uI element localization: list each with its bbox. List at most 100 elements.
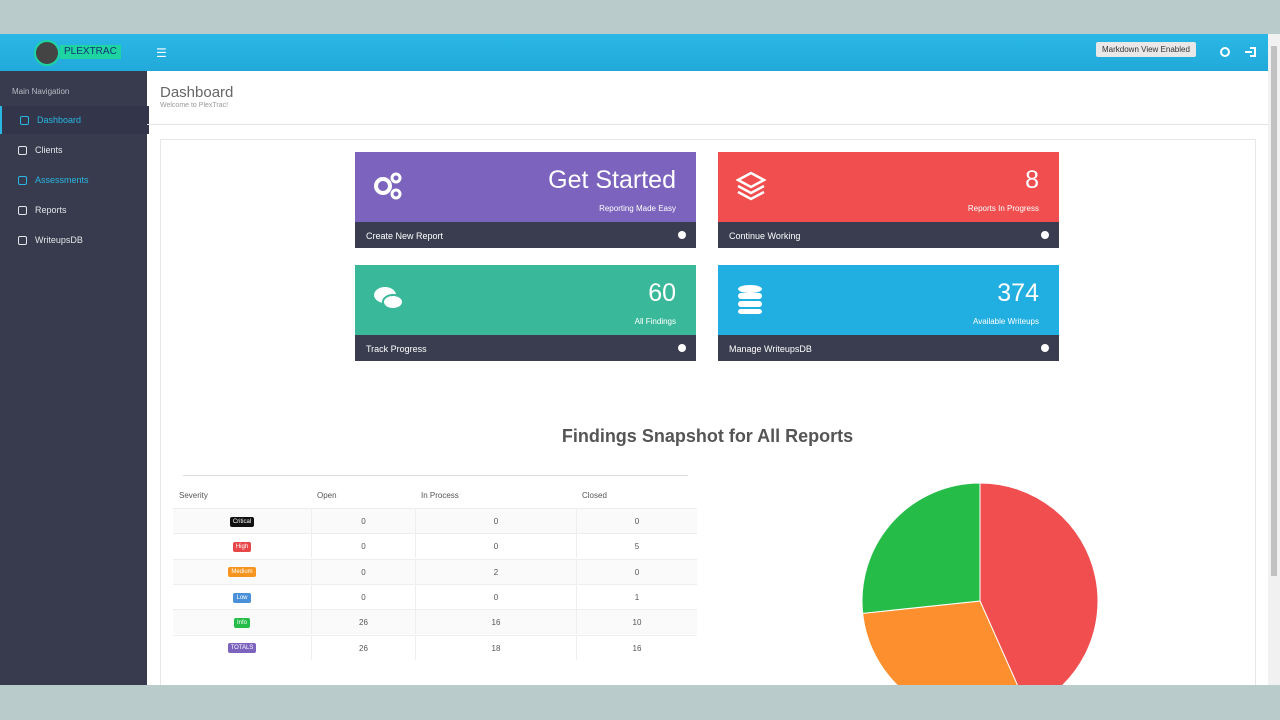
card-arrow — [678, 344, 686, 352]
menu-toggle[interactable]: ☰ — [156, 46, 167, 60]
card-action[interactable]: Track Progress — [355, 335, 696, 361]
card-arrow — [1041, 231, 1049, 239]
table-rule — [183, 475, 688, 476]
nav-icon — [18, 146, 27, 155]
count-cell: 1 — [576, 583, 697, 609]
settings-icon[interactable] — [1220, 47, 1230, 57]
logout-icon[interactable] — [1245, 47, 1256, 57]
card-action[interactable]: Manage WriteupsDB — [718, 335, 1059, 361]
count-cell: 16 — [576, 634, 697, 660]
severity-cell: Critical — [173, 508, 311, 533]
count-cell: 18 — [415, 634, 576, 660]
count-cell: 0 — [311, 508, 415, 533]
card-label: Available Writeups — [973, 317, 1039, 326]
nav-label: Reports — [35, 205, 67, 215]
divider — [147, 124, 1268, 125]
nav-icon — [18, 176, 27, 185]
nav-label: WriteupsDB — [35, 235, 83, 245]
severity-badge: Medium — [228, 567, 256, 578]
severity-cell: Low — [173, 583, 311, 609]
page-subtitle: Welcome to PlexTrac! — [160, 102, 229, 109]
stat-card: 374 Available Writeups Manage WriteupsDB — [718, 265, 1059, 361]
count-cell: 0 — [311, 558, 415, 584]
card-body: 374 Available Writeups — [718, 265, 1059, 335]
card-action-label: Track Progress — [366, 344, 427, 354]
column-header: Severity — [179, 491, 208, 500]
nav-item[interactable]: Assessments — [0, 166, 147, 194]
stat-card: Get Started Reporting Made Easy Create New… — [355, 152, 696, 248]
stat-card: 8 Reports In Progress Continue Working — [718, 152, 1059, 248]
card-action[interactable]: Continue Working — [718, 222, 1059, 248]
card-action-label: Manage WriteupsDB — [729, 344, 812, 354]
severity-badge: Critical — [229, 516, 255, 527]
pie-chart — [861, 482, 1099, 685]
severity-cell: Medium — [173, 558, 311, 584]
card-label: Reports In Progress — [967, 204, 1039, 213]
card-value: 60 — [648, 279, 676, 307]
nav-item[interactable]: Reports — [0, 196, 147, 224]
logo[interactable]: PLEXTRAC — [34, 40, 121, 66]
card-label: Reporting Made Easy — [599, 204, 676, 213]
card-icon — [738, 285, 762, 314]
nav-label: Assessments — [35, 175, 89, 185]
nav-item[interactable]: WriteupsDB — [0, 226, 147, 254]
card-action-label: Continue Working — [729, 231, 801, 241]
pie-slice[interactable] — [861, 482, 981, 614]
card-action[interactable]: Create New Report — [355, 222, 696, 248]
count-cell: 2 — [415, 558, 576, 584]
nav-icon — [18, 236, 27, 245]
pie-slice[interactable] — [979, 482, 1099, 685]
severity-badge: TOTALS — [227, 643, 257, 654]
card-icon — [374, 172, 402, 200]
panel — [160, 139, 1256, 685]
severity-cell: High — [173, 533, 311, 558]
nav-label: Clients — [35, 145, 63, 155]
count-cell: 26 — [311, 634, 415, 660]
sidebar: Main Navigation Dashboard Clients Assessme… — [0, 71, 149, 685]
card-value: Get Started — [548, 166, 676, 194]
markdown-badge[interactable]: Markdown View Enabled — [1096, 42, 1196, 57]
severity-badge: Low — [233, 592, 251, 603]
count-cell: 0 — [311, 583, 415, 609]
severity-cell: Info — [173, 609, 311, 635]
card-icon — [374, 287, 404, 310]
top-bar: PLEXTRAC ☰ Markdown View Enabled — [0, 34, 1268, 71]
column-header: In Process — [421, 491, 459, 500]
sidebar-heading: Main Navigation — [12, 87, 70, 96]
count-cell: 0 — [311, 533, 415, 559]
card-arrow — [678, 231, 686, 239]
card-label: All Findings — [634, 317, 676, 326]
card-body: 8 Reports In Progress — [718, 152, 1059, 222]
severity-cell: TOTALS — [173, 634, 311, 660]
nav-item[interactable]: Clients — [0, 136, 147, 164]
nav-item[interactable]: Dashboard — [0, 106, 149, 134]
card-body: 60 All Findings — [355, 265, 696, 335]
pie-slice[interactable] — [862, 600, 1028, 685]
severity-badge: High — [232, 542, 252, 553]
section-title: Findings Snapshot for All Reports — [561, 426, 854, 446]
app: PLEXTRAC ☰ Markdown View Enabled Main Na… — [0, 34, 1268, 685]
severity-badge: Info — [233, 618, 250, 629]
count-cell: 26 — [311, 609, 415, 635]
count-cell: 0 — [576, 558, 697, 584]
count-cell: 0 — [576, 508, 697, 533]
count-cell: 0 — [415, 533, 576, 559]
count-cell: 0 — [415, 583, 576, 609]
nav-icon — [20, 116, 29, 125]
page-title: Dashboard — [160, 84, 234, 101]
count-cell: 16 — [415, 609, 576, 635]
card-arrow — [1041, 344, 1049, 352]
nav-label: Dashboard — [37, 115, 82, 125]
count-cell: 5 — [576, 533, 697, 559]
card-action-label: Create New Report — [366, 231, 444, 241]
scrollbar[interactable] — [1268, 34, 1280, 685]
column-header: Open — [317, 491, 337, 500]
header-icons — [1220, 47, 1256, 57]
nav-icon — [18, 206, 27, 215]
stat-card: 60 All Findings Track Progress — [355, 265, 696, 361]
card-value: 8 — [1025, 166, 1039, 194]
card-value: 374 — [997, 279, 1039, 307]
card-icon — [736, 171, 767, 201]
count-cell: 10 — [576, 609, 697, 635]
